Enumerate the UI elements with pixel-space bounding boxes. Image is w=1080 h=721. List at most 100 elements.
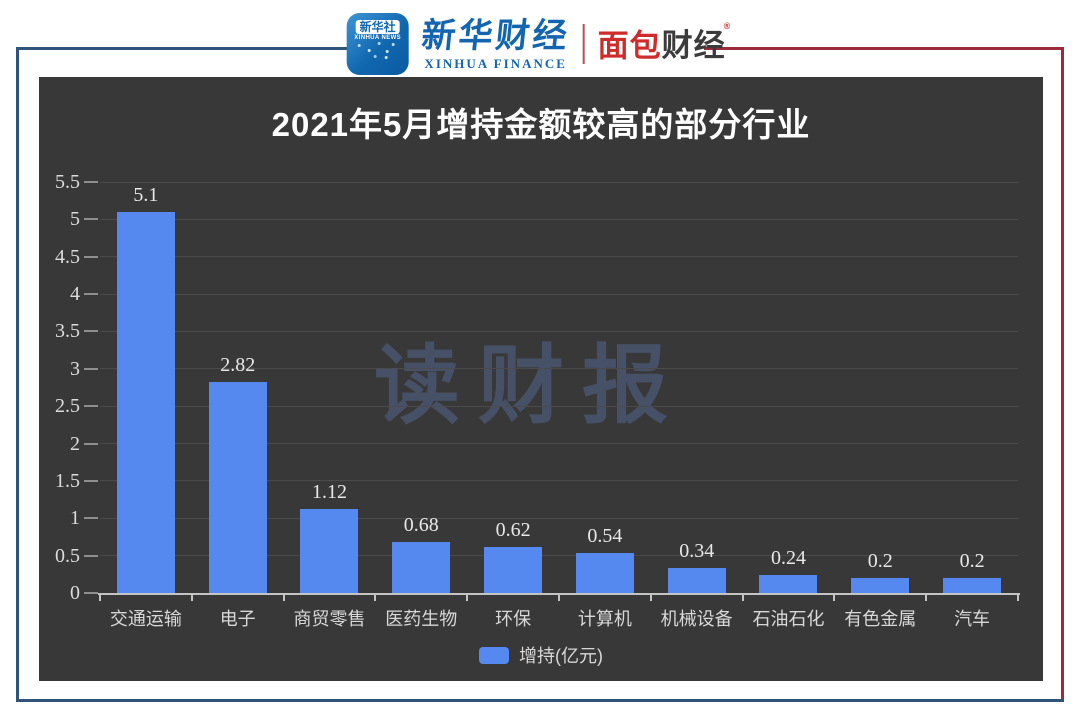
frame-top-red-line	[704, 47, 1064, 50]
y-tick-3	[84, 367, 98, 370]
xinhua-finance-en-label: XINHUA FINANCE	[424, 55, 567, 71]
y-tick-1.5	[84, 479, 98, 482]
gridline-5	[100, 218, 1018, 220]
y-axis-label-2: 2	[70, 432, 80, 455]
gridline-3	[100, 368, 1018, 370]
frame-top-blue-line	[16, 47, 360, 50]
bar-slot-医药生物: 0.68	[375, 182, 467, 593]
bar-value-label: 0.2	[959, 550, 985, 572]
y-tick-1	[84, 517, 98, 520]
x-axis-label-电子: 电子	[219, 609, 256, 629]
bread-finance-dark-label: 财经	[661, 28, 726, 64]
frame-right-line	[1061, 47, 1064, 702]
bar-slot-有色金属: 0.2	[834, 182, 926, 593]
x-tick-5	[558, 593, 560, 601]
y-axis-label-3.5: 3.5	[55, 320, 80, 343]
gridline-1.5	[100, 480, 1018, 482]
bar-医药生物	[392, 542, 451, 593]
x-tick-2	[282, 593, 285, 601]
bar-slot-计算机: 0.54	[559, 182, 651, 593]
x-tick-9	[925, 593, 928, 601]
x-axis-label-计算机: 计算机	[577, 609, 632, 629]
gridline-3.5	[100, 330, 1018, 332]
xinhua-finance-logo: 新华财经 XINHUA FINANCE	[420, 17, 572, 71]
x-tick-1	[190, 593, 193, 601]
y-axis-label-0.5: 0.5	[55, 544, 80, 567]
x-tick-4	[466, 593, 469, 601]
x-axis-label-商贸零售: 商贸零售	[293, 609, 366, 629]
x-axis-label-汽车: 汽车	[954, 609, 991, 629]
bar-slot-汽车: 0.2	[926, 182, 1018, 593]
y-axis-label-4: 4	[70, 283, 80, 306]
y-axis-label-5: 5	[70, 208, 80, 231]
x-tick-6	[649, 593, 652, 601]
bar-chart-plot-area: 5.5 5 4.5 4 3.5 3 2.5 2 1.5 1 0.5 0 5.1 2.82 1.12 0.68 0…	[55, 171, 1020, 629]
y-tick-4.5	[84, 255, 98, 258]
y-axis-label-1.5: 1.5	[55, 469, 80, 492]
legend-label: 增持(亿元)	[519, 646, 603, 666]
bar-交通运输	[116, 212, 175, 593]
x-axis-label-环保: 环保	[495, 609, 532, 629]
bar-value-label: 0.34	[679, 540, 715, 562]
y-axis-label-3: 3	[70, 357, 80, 380]
y-tick-4	[84, 293, 98, 296]
y-axis-label-0: 0	[70, 582, 80, 604]
constellation-icon	[357, 44, 398, 62]
y-axis-label-5.5: 5.5	[55, 171, 80, 193]
bar-value-label: 0.54	[587, 525, 623, 547]
gridline-2	[100, 443, 1018, 445]
x-tick-10	[1017, 593, 1019, 601]
x-tick-7	[741, 593, 744, 601]
bar-value-label: 0.62	[495, 519, 531, 541]
x-axis-label-机械设备: 机械设备	[660, 609, 733, 629]
bar-环保	[484, 547, 543, 593]
bar-汽车	[943, 578, 1002, 593]
x-axis-labels: 交通运输 电子 商贸零售 医药生物 环保 计算机 机械设备 石油石化 有色金属 汽车	[100, 605, 1018, 631]
frame-bottom-line	[16, 699, 1064, 702]
y-tick-5.5	[84, 181, 98, 183]
chart-legend: 增持(亿元)	[39, 642, 1043, 668]
x-axis-label-有色金属: 有色金属	[844, 609, 917, 629]
y-tick-2.5	[84, 405, 98, 408]
bar-商贸零售	[300, 509, 359, 593]
y-tick-5	[84, 218, 98, 221]
xinhua-badge-en-label: XINHUA NEWS	[354, 35, 402, 41]
bar-slot-商贸零售: 1.12	[284, 182, 376, 593]
bar-计算机	[575, 553, 634, 593]
y-axis-label-1: 1	[70, 507, 80, 530]
x-tick-0	[99, 593, 101, 601]
bar-有色金属	[851, 578, 910, 593]
y-tick-3.5	[84, 330, 98, 333]
xinhua-news-agency-logo: 新华社 XINHUA NEWS	[346, 13, 409, 75]
chart-title: 2021年5月增持金额较高的部分行业	[271, 106, 811, 143]
bar-value-label: 0.2	[867, 550, 893, 572]
frame-left-line	[16, 47, 19, 702]
gridline-4.5	[100, 256, 1018, 258]
bar-value-label: 2.82	[220, 354, 256, 376]
logo-divider	[582, 24, 585, 64]
bar-电子	[208, 382, 267, 593]
bar-value-label: 5.1	[133, 184, 159, 206]
bar-slot-电子: 2.82	[192, 182, 284, 593]
x-axis-label-医药生物: 医药生物	[385, 609, 458, 629]
legend-swatch	[479, 646, 509, 664]
header-logos: 新华社 XINHUA NEWS 新华财经 XINHUA FINANCE 面包财经…	[346, 11, 734, 77]
bar-slot-石油石化: 0.24	[743, 182, 835, 593]
y-tick-2	[84, 442, 98, 445]
x-axis-label-石油石化: 石油石化	[752, 609, 825, 629]
xinhua-badge-cn-label: 新华社	[355, 20, 400, 34]
chart-panel: 2021年5月增持金额较高的部分行业 读财报 5.5 5 4.5 4 3.5 3 2.5 2 1…	[39, 77, 1043, 681]
y-tick-0	[84, 592, 98, 594]
bar-value-label: 0.24	[770, 547, 806, 569]
x-tick-3	[374, 593, 377, 601]
gridline-2.5	[100, 405, 1018, 407]
y-tick-0.5	[84, 554, 98, 557]
bar-slot-机械设备: 0.34	[651, 182, 743, 593]
bar-石油石化	[759, 575, 818, 593]
bar-value-label: 1.12	[311, 481, 347, 503]
x-tick-8	[833, 593, 836, 601]
y-axis-label-2.5: 2.5	[55, 395, 80, 418]
x-axis-label-交通运输: 交通运输	[109, 609, 182, 629]
bar-机械设备	[667, 568, 726, 593]
